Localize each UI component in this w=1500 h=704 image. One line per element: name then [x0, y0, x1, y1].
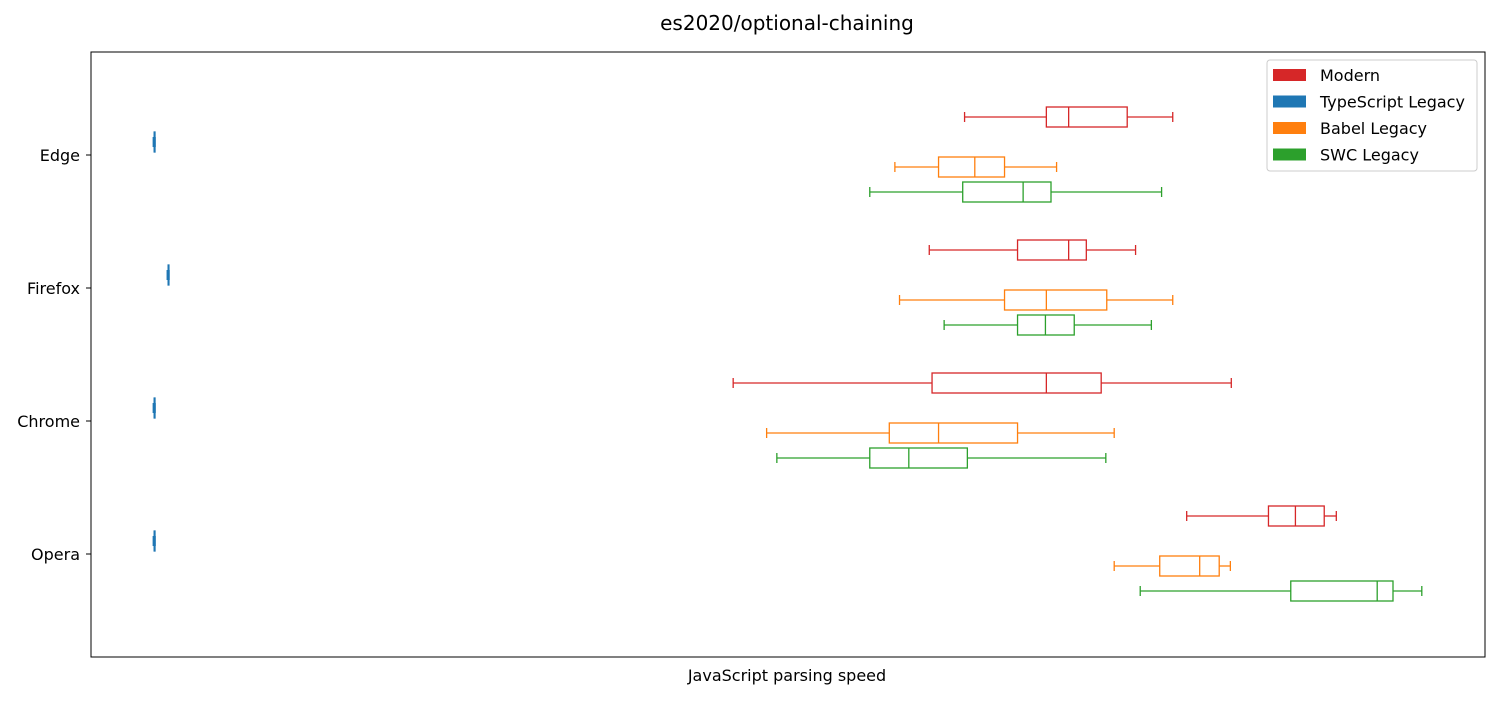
box-typescript-legacy-chrome	[152, 397, 156, 419]
box-modern-opera	[1186, 505, 1337, 527]
legend-swatch	[1273, 69, 1306, 81]
iqr-box	[1016, 239, 1087, 261]
legend-swatch	[1273, 148, 1306, 161]
chart-title: es2020/optional-chaining	[660, 11, 914, 35]
iqr-box	[1159, 555, 1220, 577]
iqr-box	[962, 181, 1052, 203]
y-tick-label: Opera	[31, 545, 80, 564]
iqr-box	[1290, 580, 1394, 602]
y-tick-label: Firefox	[27, 279, 80, 298]
iqr-box	[1003, 289, 1108, 311]
legend-label: SWC Legacy	[1320, 146, 1419, 165]
legend-label: Babel Legacy	[1320, 119, 1427, 138]
x-axis-label: JavaScript parsing speed	[687, 666, 886, 685]
box-modern-firefox	[928, 239, 1137, 261]
box-swc-legacy-firefox	[943, 314, 1153, 336]
legend-swatch	[1273, 95, 1306, 108]
box-typescript-legacy-edge	[152, 131, 156, 153]
legend-frame	[1266, 59, 1478, 172]
box-swc-legacy-edge	[869, 181, 1163, 203]
legend: Modern TypeScript Legacy Babel Legacy SWC L…	[1266, 59, 1478, 172]
legend-label: TypeScript Legacy	[1319, 93, 1465, 112]
y-tick-label: Edge	[40, 146, 80, 165]
iqr-box	[931, 372, 1102, 394]
iqr-box	[1045, 106, 1128, 128]
iqr-box	[1267, 505, 1325, 527]
box-typescript-legacy-opera	[152, 530, 156, 552]
box-modern-edge	[963, 106, 1174, 128]
box-swc-legacy-chrome	[776, 447, 1107, 469]
iqr-box	[937, 156, 1006, 178]
box-babel-legacy-firefox	[898, 289, 1174, 311]
y-tick-label: Chrome	[17, 412, 80, 431]
iqr-box	[869, 447, 969, 469]
box-babel-legacy-opera	[1113, 555, 1232, 577]
box-typescript-legacy-firefox	[166, 264, 170, 286]
y-axis: Edge Firefox Chrome Opera	[17, 146, 91, 564]
plot-area-frame	[90, 51, 1486, 658]
plot-area	[152, 106, 1423, 602]
box-swc-legacy-opera	[1139, 580, 1423, 602]
legend-label: Modern	[1320, 66, 1380, 85]
box-modern-chrome	[732, 372, 1232, 394]
box-babel-legacy-edge	[894, 156, 1058, 178]
iqr-box	[888, 422, 1019, 444]
legend-swatch	[1273, 122, 1306, 134]
box-babel-legacy-chrome	[765, 422, 1115, 444]
